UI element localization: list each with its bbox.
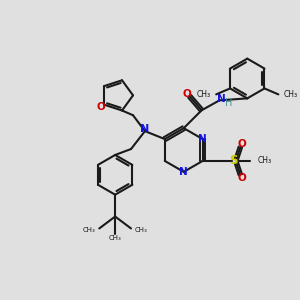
Text: O: O bbox=[238, 139, 247, 149]
Text: H: H bbox=[225, 98, 232, 108]
Text: O: O bbox=[182, 89, 191, 99]
Text: CH₃: CH₃ bbox=[197, 90, 211, 99]
Text: CH₃: CH₃ bbox=[82, 227, 95, 233]
Text: CH₃: CH₃ bbox=[257, 156, 272, 165]
Text: O: O bbox=[238, 173, 247, 183]
Text: S: S bbox=[229, 154, 238, 167]
Text: CH₃: CH₃ bbox=[109, 236, 122, 242]
Text: CH₃: CH₃ bbox=[135, 227, 148, 233]
Text: N: N bbox=[179, 167, 188, 177]
Text: N: N bbox=[217, 94, 226, 104]
Text: N: N bbox=[140, 124, 150, 134]
Text: CH₃: CH₃ bbox=[284, 90, 298, 99]
Text: N: N bbox=[198, 134, 207, 144]
Text: O: O bbox=[97, 102, 106, 112]
